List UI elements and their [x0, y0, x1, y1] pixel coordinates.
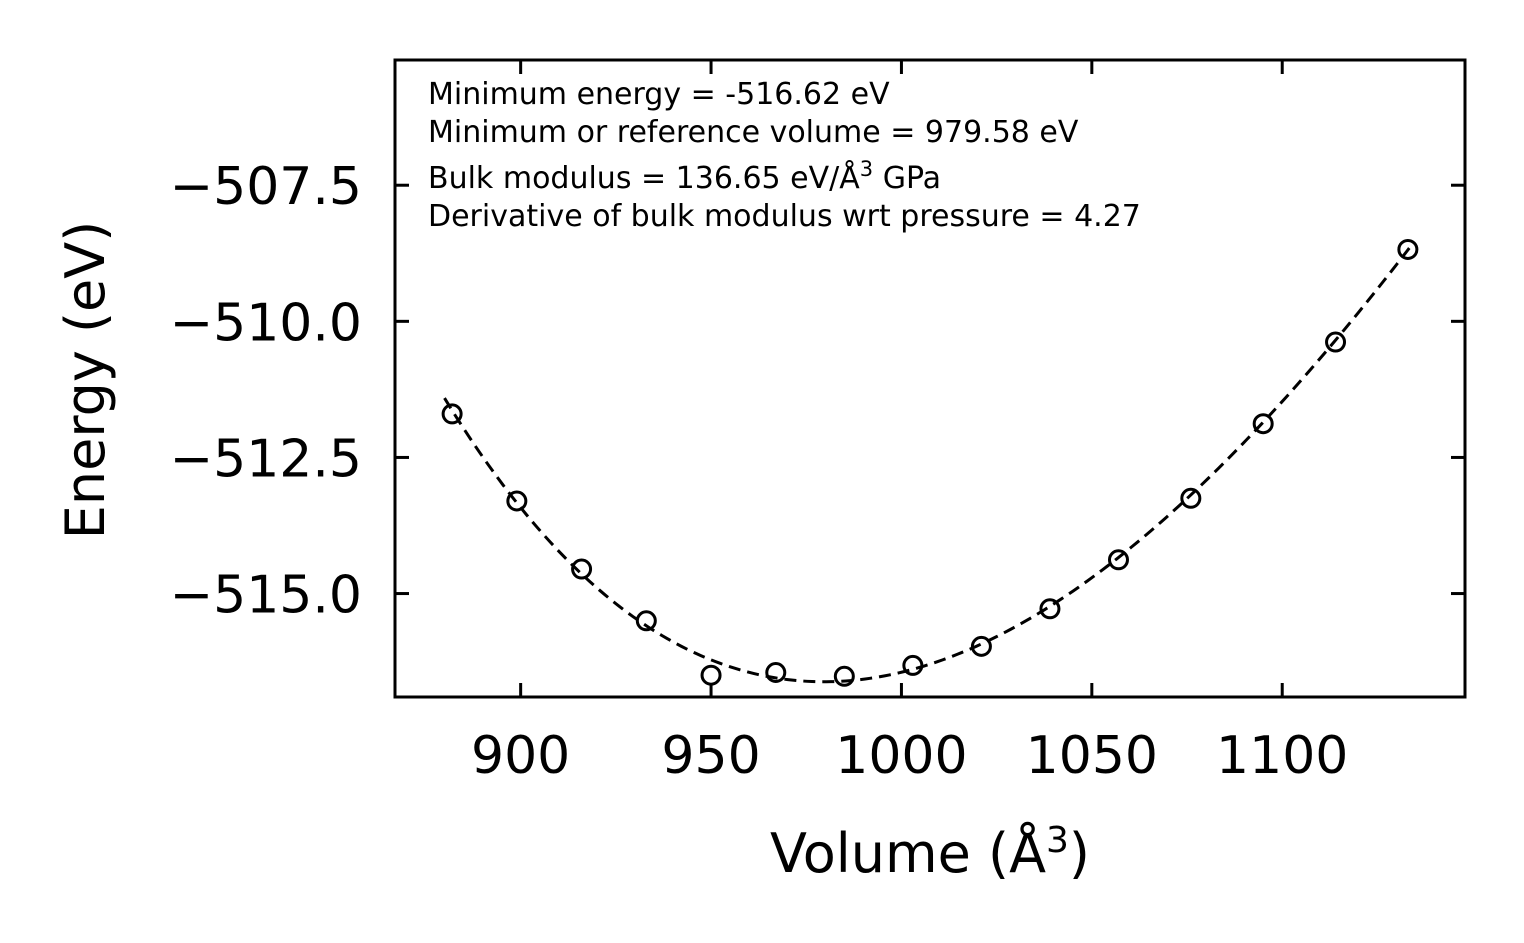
- plot-frame: [393, 58, 1467, 699]
- data-point: [441, 403, 463, 425]
- data-point: [1252, 413, 1274, 435]
- y-tick-label: −510.0: [170, 293, 362, 353]
- data-points: [441, 238, 1419, 687]
- data-point: [635, 610, 657, 632]
- data-point: [1039, 598, 1061, 620]
- data-point: [506, 490, 528, 512]
- x-axis-title: Volume (Å3): [770, 820, 1090, 885]
- data-point: [902, 654, 924, 676]
- data-point: [765, 662, 787, 683]
- annotation-ref-volume: Minimum or reference volume = 979.58 eV: [428, 115, 1079, 150]
- x-tick-label: 950: [661, 726, 760, 786]
- annotation-min-energy: Minimum energy = -516.62 eV: [428, 77, 890, 112]
- data-point: [1107, 549, 1129, 571]
- data-point: [1325, 331, 1347, 353]
- data-point: [833, 665, 855, 687]
- annotation-bulk-derivative: Derivative of bulk modulus wrt pressure …: [428, 199, 1141, 234]
- y-axis-title: Energy (eV): [54, 221, 117, 540]
- x-tick-label: 900: [471, 726, 570, 786]
- y-axis-ticks: −507.5 −510.0 −512.5 −515.0: [170, 157, 1465, 626]
- y-tick-label: −507.5: [170, 157, 362, 217]
- data-point: [1397, 238, 1419, 260]
- y-tick-label: −515.0: [170, 566, 362, 626]
- data-point: [571, 558, 593, 580]
- y-tick-label: −512.5: [170, 429, 362, 489]
- data-point: [970, 635, 992, 657]
- annotation-bulk-modulus: Bulk modulus = 136.65 eV/Å3 GPa: [428, 157, 941, 196]
- x-tick-label: 1050: [1026, 726, 1158, 786]
- data-point: [1180, 487, 1202, 509]
- x-axis-ticks: 900 950 1000 1050 1100: [471, 60, 1348, 786]
- x-tick-label: 1100: [1216, 726, 1348, 786]
- fit-curve: [443, 244, 1413, 684]
- x-tick-label: 1000: [835, 726, 967, 786]
- data-point: [700, 664, 722, 686]
